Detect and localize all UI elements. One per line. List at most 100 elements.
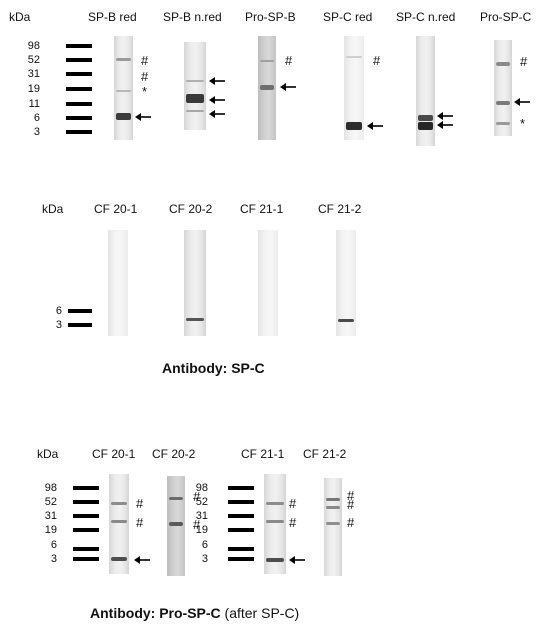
band-arrow-icon: [135, 113, 151, 121]
marker-band: [228, 557, 254, 561]
band-arrow-icon: [209, 96, 225, 104]
marker-band: [66, 102, 92, 106]
blot-lane-cf-21-1: [258, 230, 278, 336]
marker-value-6: 6: [55, 305, 62, 317]
marker-band: [66, 87, 92, 91]
blot-band: [116, 90, 131, 92]
blot-band: [111, 520, 127, 523]
blot-band: [186, 318, 204, 321]
lane-label-cf-21-1: CF 21-1: [240, 202, 284, 216]
star-symbol: *: [142, 84, 148, 99]
marker-value-19: 19: [195, 524, 208, 536]
hash-symbol: #: [289, 496, 297, 511]
marker-value-3: 3: [33, 126, 40, 138]
blot-lane-cf-20-1: [109, 474, 129, 574]
antibody-caption-sp-c: Antibody: SP-C: [162, 360, 265, 376]
hash-symbol: #: [289, 515, 297, 530]
hash-symbol: #: [193, 517, 201, 532]
marker-value-19: 19: [27, 83, 40, 95]
marker-band: [66, 72, 92, 76]
lane-label-cf-20-1: CF 20-1: [92, 447, 136, 461]
marker-value-6: 6: [33, 112, 40, 124]
marker-value-98: 98: [27, 40, 40, 52]
blot-band: [260, 85, 274, 90]
star-symbol: *: [520, 116, 526, 131]
lane-label-cf-20-2: CF 20-2: [169, 202, 213, 216]
blot-band: [111, 502, 127, 505]
blot-band: [116, 113, 131, 120]
blot-lane-cf-20-1: [108, 230, 128, 336]
blot-band: [111, 557, 127, 561]
hash-symbol: #: [193, 489, 201, 504]
hash-symbol: #: [520, 54, 528, 69]
marker-band: [228, 514, 254, 518]
marker-value-11: 11: [28, 98, 40, 110]
marker-band: [68, 309, 92, 313]
blot-band: [496, 101, 510, 105]
blot-lane-cf-21-1: [264, 474, 286, 574]
kda-label-middle: kDa: [42, 202, 64, 216]
marker-band: [66, 44, 92, 48]
marker-band: [73, 514, 99, 518]
marker-value-3: 3: [55, 319, 62, 331]
lane-label-sp-c-red: SP-C red: [323, 10, 373, 24]
marker-band: [68, 323, 92, 327]
hash-symbol: #: [347, 497, 355, 512]
hash-symbol: #: [136, 515, 144, 530]
band-arrow-icon: [280, 83, 296, 91]
blot-lane-sp-b-nred: [184, 42, 206, 130]
marker-value-52: 52: [44, 496, 57, 508]
marker-band: [66, 130, 92, 134]
blot-lane-sp-c-nred: [416, 36, 435, 146]
marker-value-6: 6: [201, 539, 208, 551]
band-arrow-icon: [514, 98, 530, 106]
blot-band: [186, 110, 204, 112]
marker-band: [73, 500, 99, 504]
blot-band: [326, 498, 340, 501]
lane-label-sp-b-nred: SP-B n.red: [163, 10, 222, 24]
marker-band: [66, 116, 92, 120]
hash-symbol: #: [141, 69, 149, 84]
blot-band: [266, 558, 284, 562]
marker-band: [73, 557, 99, 561]
band-arrow-icon: [134, 556, 150, 564]
band-arrow-icon: [437, 121, 453, 129]
band-arrow-icon: [437, 112, 453, 120]
hash-symbol: #: [347, 515, 355, 530]
hash-symbol: #: [141, 53, 149, 68]
blot-band: [338, 319, 354, 322]
marker-value-31: 31: [44, 510, 57, 522]
blot-band: [418, 122, 433, 130]
blot-band: [116, 58, 131, 61]
marker-band: [228, 547, 254, 551]
marker-value-98: 98: [195, 482, 208, 494]
lane-label-cf-21-2: CF 21-2: [318, 202, 362, 216]
band-arrow-icon: [289, 556, 305, 564]
marker-band: [73, 486, 99, 490]
blot-band: [346, 122, 362, 130]
marker-value-52: 52: [27, 54, 40, 66]
marker-band: [228, 486, 254, 490]
band-arrow-icon: [367, 122, 383, 130]
marker-value-6: 6: [50, 539, 57, 551]
lane-label-sp-b-red: SP-B red: [88, 10, 137, 24]
lane-label-sp-c-nred: SP-C n.red: [396, 10, 456, 24]
marker-value-98: 98: [44, 482, 57, 494]
hash-symbol: #: [136, 496, 144, 511]
blot-band: [260, 60, 274, 62]
blot-band: [326, 522, 340, 525]
marker-band: [73, 547, 99, 551]
marker-band: [66, 58, 92, 62]
blot-band: [496, 122, 510, 125]
blot-lane-sp-b-red: [114, 36, 133, 140]
band-arrow-icon: [209, 110, 225, 118]
blot-band: [169, 497, 183, 500]
blot-lane-sp-c-red: [344, 36, 364, 140]
blot-band: [326, 506, 340, 509]
marker-value-19: 19: [44, 524, 57, 536]
kda-label-top: kDa: [9, 10, 31, 24]
marker-value-52: 52: [195, 496, 208, 508]
band-arrow-icon: [209, 77, 225, 85]
blot-lane-pro-sp-c: [494, 40, 512, 136]
lane-label-cf-21-2: CF 21-2: [303, 447, 347, 461]
